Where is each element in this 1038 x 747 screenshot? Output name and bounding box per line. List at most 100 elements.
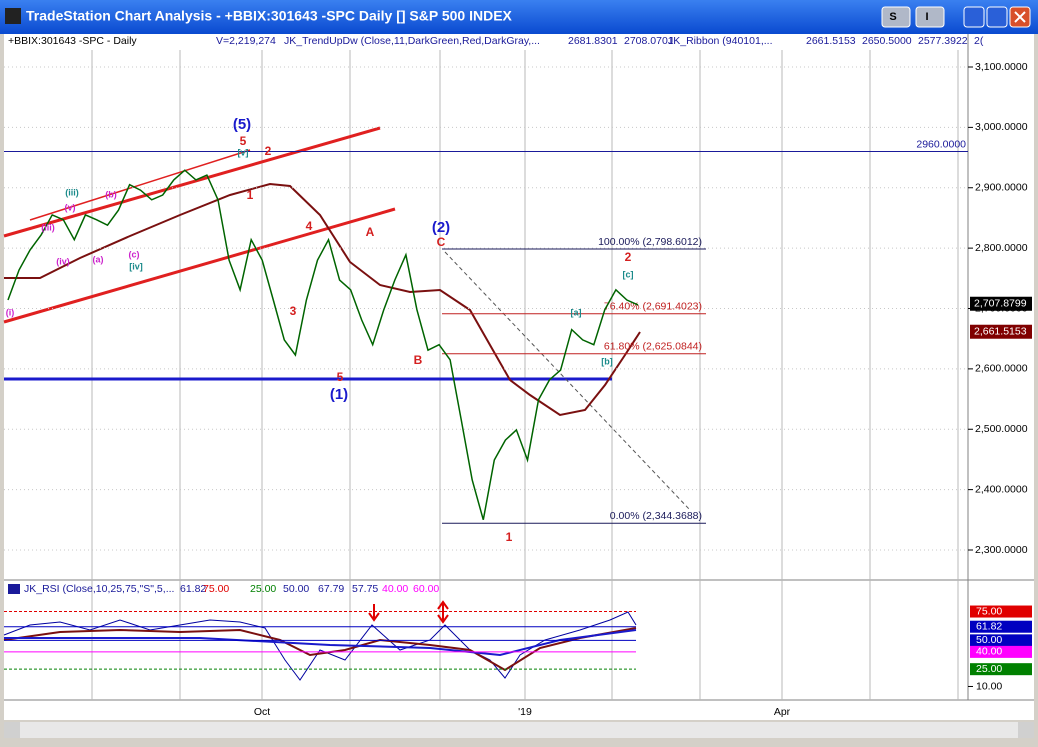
wave-label: B: [414, 353, 423, 367]
wave-label: (v): [65, 202, 76, 212]
price-badge: [970, 324, 1032, 339]
header-item: 2708.0701: [624, 35, 674, 47]
wave-label: (iv): [56, 256, 70, 266]
rsi-header-item: 61.82: [180, 583, 206, 595]
scrollbar[interactable]: [4, 722, 1034, 738]
i-button[interactable]: [915, 6, 945, 28]
rsi-signal: [4, 629, 637, 657]
wave-label: (5): [233, 116, 251, 133]
wave-label: 5: [337, 370, 344, 384]
rsi-badge-label: 25.00: [976, 663, 1002, 675]
wave-label: 1: [506, 530, 513, 544]
rsi-badge: [970, 634, 1032, 647]
header-item: 2681.8301: [568, 35, 618, 47]
wave-label: (i): [6, 307, 15, 317]
fib-label: 61.80% (2,625.0844): [604, 341, 702, 353]
rsi-badge-label: 75.00: [976, 605, 1002, 617]
wave-label: (iii): [65, 187, 79, 197]
header-item: 2661.5153: [806, 35, 856, 47]
header-item: 2577.3922: [918, 35, 968, 47]
header-item: JK_TrendUpDw (Close,11,DarkGreen,Red,Dar…: [284, 35, 540, 47]
y-tick-label: 2,500.0000: [975, 423, 1028, 435]
window-title: TradeStation Chart Analysis - +BBIX:3016…: [26, 8, 513, 24]
rsi-header-item: 25.00: [250, 583, 276, 595]
rsi-header-item: 50.00: [283, 583, 309, 595]
wave-label: (c): [129, 249, 140, 259]
wave-label: [v]: [238, 147, 249, 157]
dashed-trend: [444, 251, 691, 511]
scroll-right[interactable]: [1018, 722, 1034, 738]
y-tick-label: 2,300.0000: [975, 544, 1028, 556]
wave-label: 2: [625, 250, 632, 264]
y-tick-label: 3,100.0000: [975, 61, 1028, 73]
close-icon: [1014, 11, 1026, 23]
wave-label: (iii): [41, 222, 55, 232]
header-item: 2(: [974, 35, 984, 47]
x-axis-label: '19: [518, 706, 532, 718]
fib-label: 100.00% (2,798.6012): [598, 236, 702, 248]
s-button[interactable]: [881, 6, 911, 28]
wave-label: (2): [432, 219, 450, 236]
rsi-header-item: 75.00: [203, 583, 229, 595]
price-badge-label: 2,707.8799: [974, 298, 1027, 310]
i-button-label[interactable]: I: [925, 11, 928, 23]
wave-label: A: [366, 225, 375, 239]
wave-label: 3: [290, 304, 297, 318]
wave-label: (b): [105, 189, 117, 199]
rsi-tick-label: 10.00: [976, 680, 1002, 692]
y-tick-label: 2,400.0000: [975, 483, 1028, 495]
minimize-button[interactable]: [963, 6, 985, 28]
price-badge: [970, 296, 1032, 311]
trend-channel: [3, 126, 396, 324]
rsi-header-item: 60.00: [413, 583, 439, 595]
vertical-grid: [91, 50, 959, 700]
wave-label: [iv]: [129, 261, 143, 271]
price-badge-label: 2,661.5153: [974, 326, 1027, 338]
rsi-header-item: 67.79: [318, 583, 344, 595]
title-bar: [0, 0, 1038, 34]
y-tick-label: 2,600.0000: [975, 363, 1028, 375]
rsi-badge: [970, 620, 1032, 633]
rsi-badge-label: 61.82: [976, 621, 1002, 633]
wave-label: C: [437, 235, 446, 249]
x-axis-label: Oct: [254, 706, 270, 718]
wave-label: 4: [306, 219, 313, 233]
rsi-badge: [970, 645, 1032, 658]
y-tick-label: 2,800.0000: [975, 242, 1028, 254]
wave-label: 5: [240, 134, 247, 148]
y-tick-label: 2,900.0000: [975, 182, 1028, 194]
price-line: [7, 169, 639, 521]
chart-area: [4, 34, 1034, 720]
wave-label: [c]: [623, 269, 634, 279]
fib-label: 0.00% (2,344.3688): [610, 510, 702, 522]
rsi-icon: [8, 584, 20, 594]
maximize-button[interactable]: [986, 6, 1008, 28]
rsi-header-item: 40.00: [382, 583, 408, 595]
wave-label: 1: [247, 188, 254, 202]
moving-average: [4, 182, 641, 417]
rsi-arrows: [368, 600, 449, 624]
header-item: JK_Ribbon (940101,...: [668, 35, 773, 47]
y-tick-label: 3,000.0000: [975, 121, 1028, 133]
rsi-header-item: 57.75: [352, 583, 378, 595]
header-item: V=2,219,274: [216, 35, 276, 47]
fib-label: 76.40% (2,691.4023): [604, 300, 702, 312]
rsi-badge-label: 40.00: [976, 646, 1002, 658]
rsi-smooth: [3, 627, 637, 672]
wave-label: 2: [265, 144, 272, 158]
rsi-badge: [970, 605, 1032, 618]
rsi-badge: [970, 663, 1032, 676]
s-button-label[interactable]: S: [889, 11, 896, 23]
rsi-header-item: JK_RSI (Close,10,25,75,"S",5,...: [24, 583, 174, 595]
wave-label: (a): [93, 254, 104, 264]
wave-label: [a]: [571, 307, 582, 317]
scroll-left[interactable]: [4, 722, 20, 738]
level-label: 2960.0000: [916, 138, 966, 150]
app-icon: [5, 8, 21, 24]
x-axis-label: Apr: [774, 706, 791, 718]
header-item: +BBIX:301643 -SPC - Daily: [8, 35, 137, 47]
rsi-badge-label: 50.00: [976, 634, 1002, 646]
wave-label: (1): [330, 386, 348, 403]
header-item: 2650.5000: [862, 35, 912, 47]
